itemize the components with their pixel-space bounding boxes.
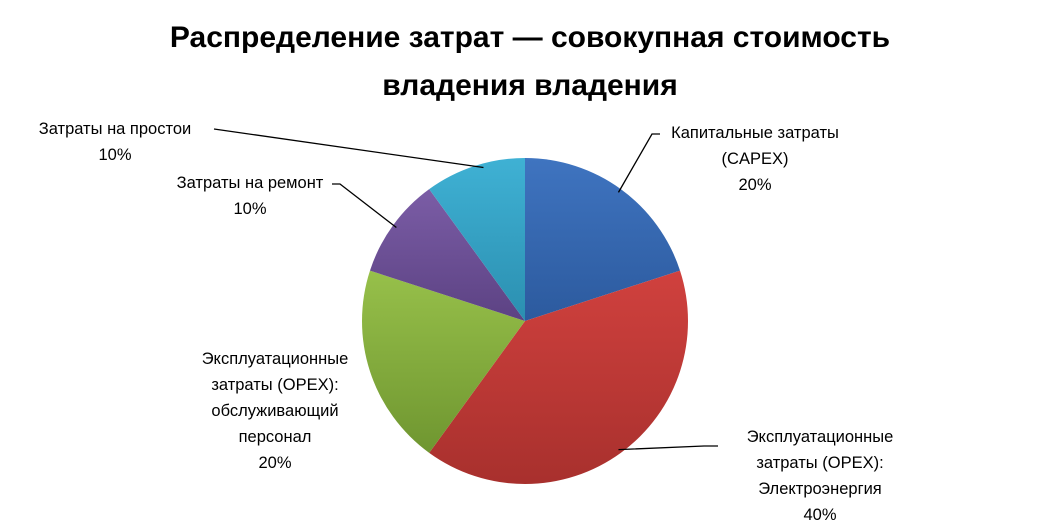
data-label-downtime-line-1: Затраты на простои [38, 120, 192, 138]
data-label-repair-line-1: Затраты на ремонт [176, 174, 324, 192]
data-label-opex-staff-line-4: персонал [238, 428, 312, 446]
leader-line-capex [617, 133, 660, 193]
data-label-opex-staff-line-2: затраты (OPEX): [211, 376, 339, 394]
data-label-opex-staff-percent: 20% [258, 454, 292, 472]
data-label-repair-percent: 10% [233, 200, 267, 218]
pie-slice-opex-electricity [429, 270, 689, 485]
data-label-opex-electricity-line-2: затраты (OPEX): [756, 454, 884, 472]
pie-slices [361, 158, 689, 485]
leader-line-opex-electricity [618, 445, 718, 451]
data-label-downtime: Затраты на простои 10% [10, 116, 220, 168]
data-label-opex-staff-line-1: Эксплуатационные [201, 350, 349, 368]
chart-title-line-2: владения владения [382, 69, 678, 102]
leader-lines [213, 128, 718, 451]
data-label-repair: Затраты на ремонт 10% [150, 170, 350, 222]
data-label-capex-percent: 20% [738, 176, 772, 194]
data-label-capex-line-2: (CAPEX) [721, 150, 789, 168]
data-label-opex-staff-line-3: обслуживающий [211, 402, 339, 420]
chart-title: Распределение затрат — совокупная стоимо… [60, 14, 1000, 110]
pie-slice-capex [525, 158, 681, 321]
leader-line-repair [332, 183, 397, 229]
data-label-capex-line-1: Капитальные затраты [671, 124, 839, 142]
pie-slice-repair [369, 189, 525, 321]
chart-title-line-1: Распределение затрат — совокупная стоимо… [169, 21, 891, 54]
data-label-opex-electricity-percent: 40% [803, 506, 837, 524]
leader-line-downtime [213, 128, 484, 169]
data-label-opex-electricity: Эксплуатационные затраты (OPEX): Электро… [710, 424, 930, 528]
pie-slice-opex-staff [361, 270, 525, 453]
data-label-capex: Капитальные затраты (CAPEX) 20% [645, 120, 865, 198]
pie-slice-downtime [429, 158, 525, 321]
data-label-opex-electricity-line-1: Эксплуатационные [746, 428, 894, 446]
data-label-opex-staff: Эксплуатационные затраты (OPEX): обслужи… [165, 346, 385, 476]
data-label-downtime-percent: 10% [98, 146, 132, 164]
data-label-opex-electricity-line-3: Электроэнергия [758, 480, 882, 498]
